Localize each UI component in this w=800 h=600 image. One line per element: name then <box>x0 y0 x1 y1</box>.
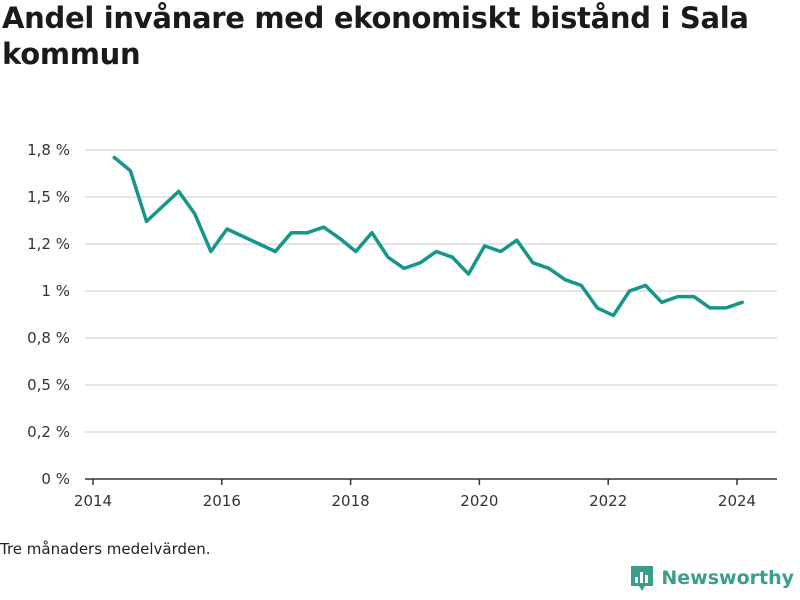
x-tick-label: 2024 <box>718 492 756 510</box>
series-line <box>112 155 744 318</box>
data-lines <box>112 155 744 318</box>
y-tick-label: 1,8 % <box>27 141 70 159</box>
line-chart: 0 % 0,2 % 0,5 % 0,8 % 1 % 1,2 % 1,5 % 1,8 % 201… <box>27 141 777 510</box>
brand-logo: Newsworthy <box>629 564 794 592</box>
newsworthy-chart-icon <box>631 566 654 591</box>
y-tick-label: 0,8 % <box>27 329 70 347</box>
y-tick-label: 1,2 % <box>27 235 70 253</box>
chart-title: Andel invånare med ekonomiskt bistånd i … <box>2 1 749 71</box>
y-tick-label: 0 % <box>41 470 70 488</box>
y-tick-label: 1 % <box>41 282 70 300</box>
y-axis: 0 % 0,2 % 0,5 % 0,8 % 1 % 1,2 % 1,5 % 1,8 % <box>27 141 70 488</box>
x-axis: 2014 2016 2018 2020 2022 2024 <box>74 478 777 510</box>
x-tick-label: 2022 <box>589 492 627 510</box>
y-tick-label: 0,5 % <box>27 376 70 394</box>
y-tick-label: 1,5 % <box>27 188 70 206</box>
footnote: Tre månaders medelvärden. <box>0 540 211 558</box>
grid-lines <box>85 149 777 433</box>
y-tick-label: 0,2 % <box>27 423 70 441</box>
x-tick-label: 2014 <box>74 492 112 510</box>
x-tick-label: 2020 <box>460 492 498 510</box>
x-tick-label: 2016 <box>203 492 241 510</box>
brand-name: Newsworthy <box>661 567 794 589</box>
x-tick-label: 2018 <box>332 492 370 510</box>
